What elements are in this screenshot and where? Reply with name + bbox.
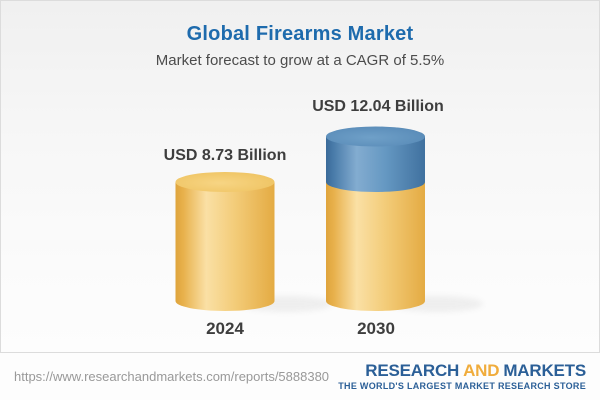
- value-label-2030: USD 12.04 Billion: [312, 98, 444, 115]
- chart-panel: Global Firearms Market Market forecast t…: [0, 0, 600, 353]
- logo-word-and: AND: [463, 360, 500, 380]
- value-label-2024: USD 8.73 Billion: [163, 147, 287, 164]
- bar-2030-growth-segment: [326, 136, 425, 192]
- logo-word-markets: MARKETS: [503, 360, 586, 380]
- bar-2030-cylinder: [326, 126, 425, 311]
- chart-title: Global Firearms Market: [186, 23, 414, 45]
- bar-2024-cylinder: [175, 172, 275, 311]
- logo-tagline: THE WORLD'S LARGEST MARKET RESEARCH STOR…: [338, 380, 586, 391]
- report-url-link[interactable]: https://www.researchandmarkets.com/repor…: [14, 369, 330, 384]
- researchandmarkets-logo: RESEARCH AND MARKETS THE WORLD'S LARGEST M…: [338, 360, 586, 391]
- footer-bar: https://www.researchandmarkets.com/repor…: [0, 353, 600, 400]
- logo-wordmark: RESEARCH AND MARKETS: [338, 360, 586, 380]
- logo-word-research: RESEARCH: [365, 360, 460, 380]
- category-label-2024: 2024: [206, 319, 244, 338]
- category-label-2030: 2030: [357, 319, 395, 338]
- cylinder-bar-chart: [175, 126, 483, 312]
- chart-subtitle: Market forecast to grow at a CAGR of 5.5…: [155, 52, 445, 69]
